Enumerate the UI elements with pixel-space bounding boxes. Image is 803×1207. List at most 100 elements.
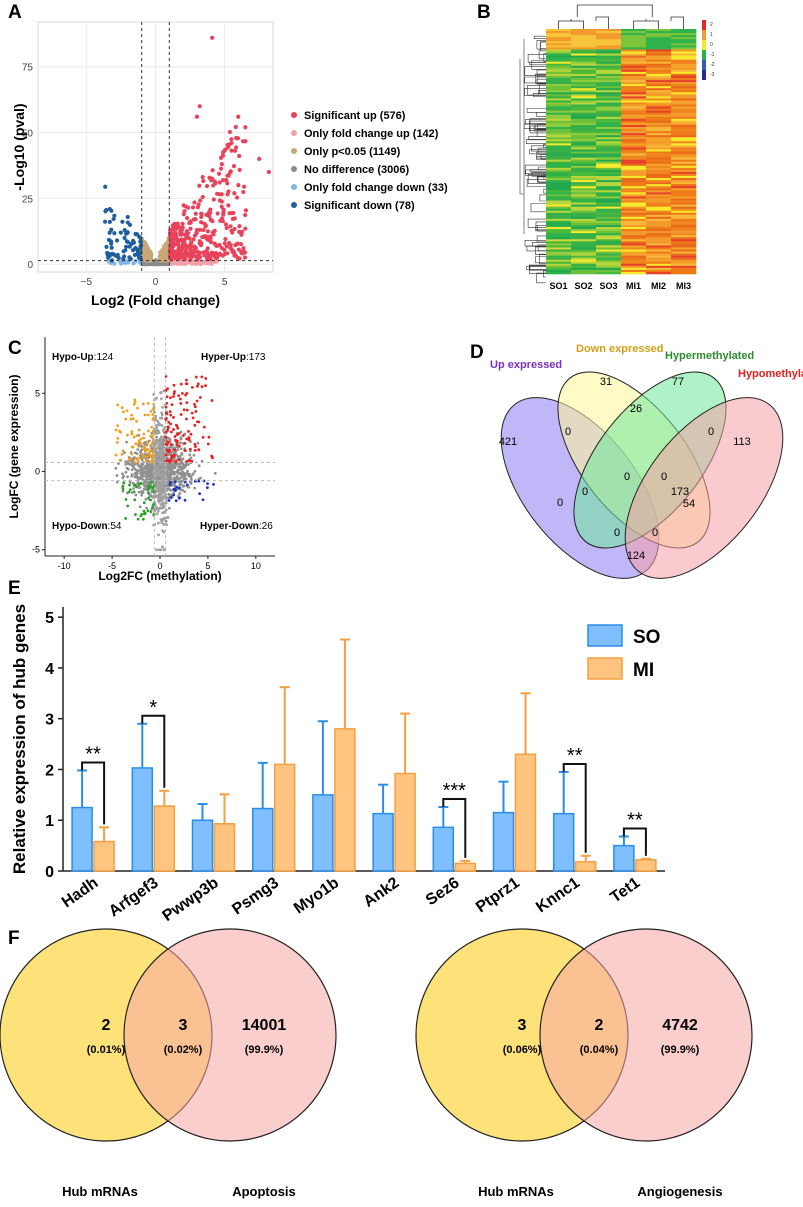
data-point [125, 433, 129, 437]
heatmap-cell [546, 100, 572, 103]
heatmap-cell [596, 167, 622, 171]
x-tick-label: -5 [108, 561, 116, 571]
heatmap-cell [646, 143, 672, 146]
data-point [130, 430, 134, 434]
heatmap-cell [646, 196, 672, 199]
data-point [190, 385, 194, 389]
heatmap-cell [571, 96, 597, 99]
data-point [215, 211, 220, 216]
scale-label: -2 [710, 62, 715, 68]
data-point [160, 411, 164, 415]
data-point [180, 453, 184, 456]
data-point [185, 483, 189, 487]
heatmap-cell [621, 237, 647, 240]
heatmap-cell [571, 163, 597, 167]
heatmap-cell [596, 80, 622, 83]
data-point [218, 166, 224, 171]
column-dendrogram [558, 4, 684, 29]
data-point [165, 412, 168, 415]
heatmap-cell [671, 233, 697, 236]
heatmap-cell [671, 171, 697, 175]
heatmap-cell [621, 49, 647, 52]
heatmap-cell [571, 94, 597, 97]
data-point [236, 182, 241, 188]
data-point [125, 440, 129, 444]
data-point [168, 410, 172, 414]
data-point [158, 440, 162, 444]
legend-label: Significant up (576) [304, 110, 406, 122]
heatmap-cell [546, 53, 572, 56]
data-point [228, 169, 233, 174]
x-tick-label: 5 [222, 277, 228, 288]
venn-region-percent: (0.02%) [164, 1044, 203, 1056]
data-point [155, 512, 159, 516]
heatmap-cell [571, 135, 597, 138]
heatmap-cell [671, 225, 697, 228]
heatmap-cell [546, 235, 572, 238]
heatmap-cell [546, 157, 572, 160]
data-point [237, 167, 242, 172]
data-point [145, 458, 148, 462]
heatmap-cell [621, 92, 647, 95]
heatmap-cell [596, 163, 622, 167]
heatmap-cell [571, 255, 597, 258]
heatmap-cell [571, 137, 597, 140]
heatmap-cell [671, 37, 697, 40]
heatmap-cell [571, 37, 597, 40]
data-point [240, 139, 246, 144]
significance-bracket [562, 763, 587, 853]
heatmap-cell [546, 255, 572, 258]
data-point [150, 435, 154, 439]
data-point [103, 209, 108, 214]
data-point [181, 470, 184, 474]
scale-swatch [702, 70, 706, 80]
data-point [179, 482, 183, 486]
heatmap-cell [621, 200, 647, 203]
heatmap-cell [671, 165, 697, 169]
data-point [232, 226, 237, 232]
data-point [210, 253, 215, 258]
data-point [157, 521, 160, 525]
heatmap-cell [546, 49, 572, 52]
data-point [242, 250, 248, 255]
data-point [183, 449, 187, 452]
bar [334, 728, 356, 872]
data-point [197, 250, 203, 256]
heatmap-cell [646, 180, 672, 183]
starburst-plot: -10 -5 0 5 10 -5 0 5 Hypo-Up:124 Hyper-Up:173 Hypo… [7, 337, 275, 583]
heatmap-cell [546, 222, 572, 226]
data-point [205, 229, 210, 234]
heatmap-cell [621, 67, 647, 71]
heatmap-cell [646, 141, 672, 144]
heatmap-cell [671, 261, 697, 265]
data-point [211, 232, 216, 237]
heatmap-cell [596, 225, 622, 228]
heatmap-cell [646, 255, 672, 258]
data-point [157, 533, 160, 537]
data-point [177, 465, 181, 469]
data-point [152, 441, 155, 445]
heatmap-cell [671, 188, 697, 191]
heatmap-cell [596, 59, 622, 62]
data-point [170, 456, 173, 460]
data-point [128, 480, 132, 484]
data-point [235, 136, 241, 141]
heatmap-cell [546, 39, 572, 42]
heatmap-cell [671, 227, 697, 230]
data-point [136, 254, 142, 259]
heatmap-cell [596, 53, 622, 56]
heatmap-cell [621, 120, 647, 124]
data-point [199, 220, 204, 225]
heatmap-cell [621, 98, 647, 101]
data-point [125, 409, 129, 413]
data-point [147, 451, 151, 455]
heatmap-cell [646, 145, 672, 148]
heatmap-cell [571, 92, 597, 95]
heatmap-cell [546, 249, 572, 252]
data-point [185, 401, 189, 404]
venn-region-count: 2 [595, 1017, 604, 1034]
data-point [138, 260, 143, 265]
data-point [235, 241, 240, 246]
heatmap-cell [646, 155, 672, 158]
data-point [147, 429, 150, 433]
